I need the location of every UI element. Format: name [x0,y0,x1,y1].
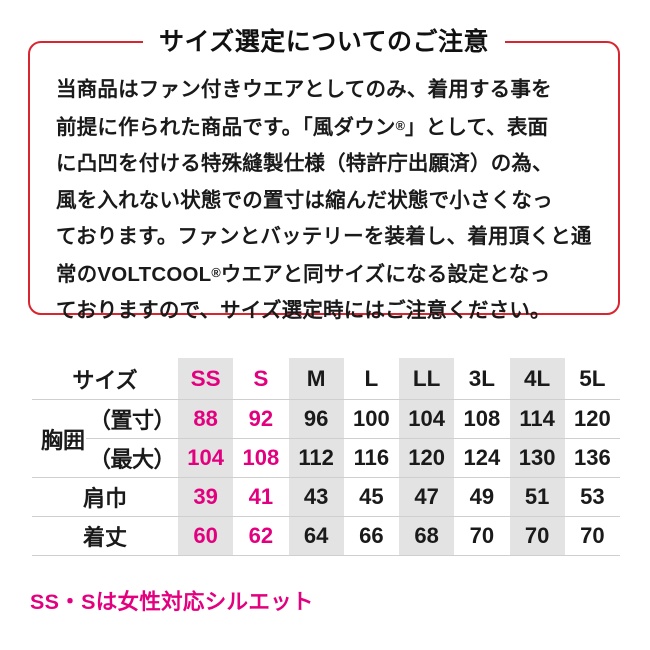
header-size-3l: 3L [454,358,510,400]
cell-shoulder-l: 45 [343,477,399,517]
cell-length-m: 64 [288,516,344,556]
cell-bust-max-l: 116 [343,438,399,478]
cell-bust-oki-ll: 104 [399,399,455,439]
table-footnote: SS・Sは女性対応シルエット [30,590,314,614]
cell-shoulder-4l: 51 [509,477,565,517]
row-sublabel-oki: （置寸） [86,399,178,439]
size-table: サイズ SS S M L LL 3L 4L 5L 胸囲 （置寸） 88 92 9… [32,358,620,556]
cell-bust-max-m: 112 [288,438,344,478]
table-row: 着丈 60 62 64 66 68 70 70 70 [32,516,620,556]
header-size-m: M [288,358,344,400]
cell-bust-oki-l: 100 [343,399,399,439]
table-row: （最大） 104 108 112 116 120 124 130 136 [32,438,620,478]
header-size-label: サイズ [32,358,178,400]
notice-body: 当商品はファン付きウエアとしてのみ、着用する事を 前提に作られた商品です。「風ダ… [56,72,596,330]
cell-bust-max-s: 108 [233,438,289,478]
cell-length-l: 66 [343,516,399,556]
notice-line: 常のVOLTCOOL®ウエアと同サイズになる設定となっ [56,263,551,287]
cell-length-5l: 70 [564,516,620,556]
table-row: 肩巾 39 41 43 45 47 49 51 53 [32,477,620,517]
cell-bust-max-3l: 124 [454,438,510,478]
cell-shoulder-m: 43 [288,477,344,517]
cell-shoulder-s: 41 [233,477,289,517]
cell-length-ll: 68 [399,516,455,556]
header-size-5l: 5L [564,358,620,400]
title-rule-left [44,41,120,43]
header-size-s: S [233,358,289,400]
cell-shoulder-3l: 49 [454,477,510,517]
cell-bust-max-5l: 136 [564,438,620,478]
notice-line: 当商品はファン付きウエアとしてのみ、着用する事を [56,78,552,101]
notice-line: 前提に作られた商品です。「風ダウン®」として、表面 [56,116,549,140]
header-size-4l: 4L [509,358,565,400]
cell-bust-oki-3l: 108 [454,399,510,439]
cell-shoulder-ll: 47 [399,477,455,517]
cell-bust-oki-5l: 120 [564,399,620,439]
row-label-length: 着丈 [32,516,178,556]
table-row: 胸囲 （置寸） 88 92 96 100 104 108 114 120 [32,399,620,478]
notice-line: 風を入れない状態での置寸は縮んだ状態で小さくなっ [56,188,553,212]
cell-bust-max-ss: 104 [178,438,234,478]
cell-bust-oki-m: 96 [288,399,344,439]
title-rule-right [523,41,601,43]
notice-line: ております。ファンとバッテリーを装着し、着用頂くと通 [56,224,592,248]
row-sublabel-max: （最大） [86,438,178,478]
cell-bust-oki-4l: 114 [509,399,565,439]
size-table-container: サイズ SS S M L LL 3L 4L 5L 胸囲 （置寸） 88 92 9… [32,358,620,556]
row-label-bust: 胸囲 [32,399,86,478]
cell-length-s: 62 [233,516,289,556]
cell-bust-oki-s: 92 [233,399,289,439]
cell-length-3l: 70 [454,516,510,556]
registered-icon: ® [211,265,221,281]
registered-icon: ® [395,118,405,134]
cell-shoulder-ss: 39 [178,477,234,517]
cell-length-ss: 60 [178,516,234,556]
notice-line: ておりますので、サイズ選定時にはご注意ください。 [56,299,551,323]
notice-line: に凸凹を付ける特殊縫製仕様（特許庁出願済）の為、 [56,152,553,176]
header-size-l: L [343,358,399,400]
cell-bust-oki-ss: 88 [178,399,234,439]
row-label-shoulder: 肩巾 [32,477,178,517]
table-header-row: サイズ SS S M L LL 3L 4L 5L [32,358,620,400]
cell-bust-max-ll: 120 [399,438,455,478]
header-size-ll: LL [399,358,455,400]
cell-length-4l: 70 [509,516,565,556]
header-size-ss: SS [178,358,234,400]
cell-bust-max-4l: 130 [509,438,565,478]
cell-shoulder-5l: 53 [564,477,620,517]
